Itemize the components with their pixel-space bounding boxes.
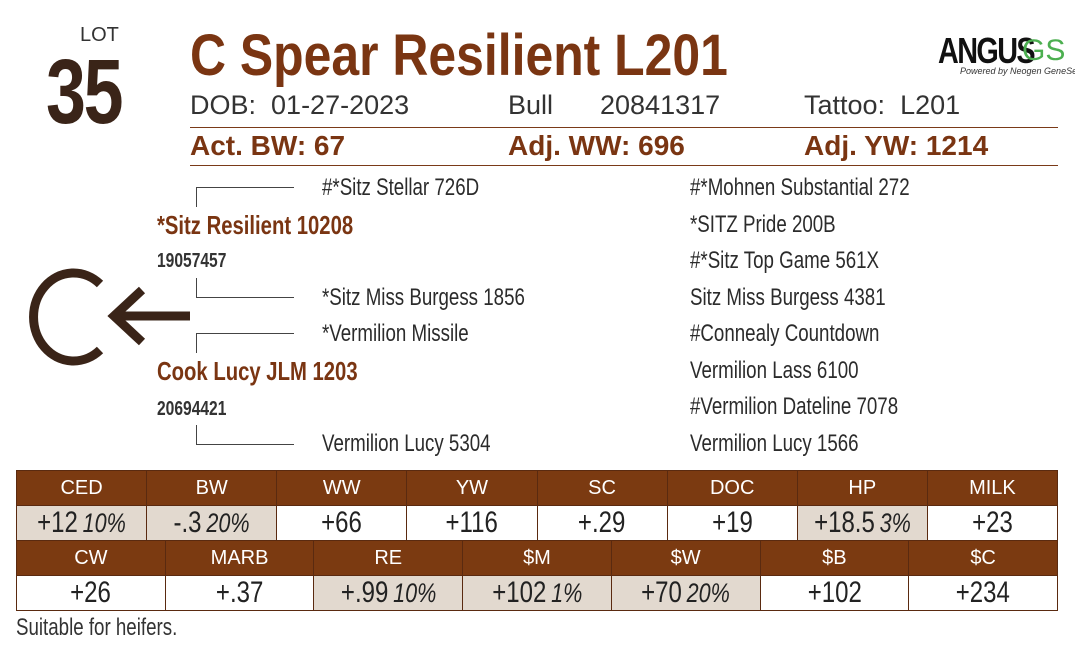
sex: Bull — [508, 90, 554, 120]
epd-label: $B — [759, 540, 910, 576]
epd-number: +66 — [321, 506, 363, 539]
epd-percentile: 20% — [686, 578, 731, 608]
epd-number: +.37 — [215, 576, 264, 609]
epd-percentile: 10% — [82, 508, 126, 538]
epd-number: +102 — [807, 576, 862, 609]
sire-dam: *Sitz Miss Burgess 1856 — [322, 284, 525, 311]
epd-number: +116 — [445, 506, 499, 539]
dam-dam: Vermilion Lucy 5304 — [322, 430, 491, 457]
epd-number: +18.5 — [813, 506, 875, 539]
great-grandparent: #Connealy Countdown — [690, 320, 880, 347]
epd-value: +19 — [666, 505, 798, 541]
epd-number: +234 — [956, 576, 1011, 609]
epd-label: YW — [406, 470, 538, 506]
epd-label: MILK — [926, 470, 1059, 506]
adjusted-yearling-weight: Adj. YW: 1214 — [804, 130, 989, 161]
great-grandparent: Vermilion Lucy 1566 — [690, 430, 859, 457]
great-grandparent: Vermilion Lass 6100 — [690, 357, 859, 384]
epd-value: +102 — [759, 575, 910, 611]
epd-label: DOC — [666, 470, 798, 506]
angus-gs-logo: ANGUS GS Powered by Neogen GeneSeek — [938, 30, 1075, 76]
epd-label: $C — [908, 540, 1058, 576]
tattoo: Tattoo: L201 — [804, 90, 961, 120]
epd-value: +116 — [406, 505, 538, 541]
great-grandparent: #*Sitz Top Game 561X — [690, 247, 880, 274]
actual-birth-weight: Act. BW: 67 — [190, 130, 346, 161]
dam-sire: *Vermilion Missile — [322, 320, 469, 347]
epd-label: BW — [146, 470, 278, 506]
epd-label: $W — [610, 540, 761, 576]
epd-percentile: 1% — [550, 578, 583, 608]
epd-label: RE — [313, 540, 464, 576]
brand-c-arrow-icon — [29, 268, 190, 366]
epd-table-row1: CED BW WW YW SC DOC HP MILK +12 10% -.3 20% +66 +116 +… — [15, 470, 1059, 541]
epd-value: -.3 20% — [146, 505, 278, 541]
dob: DOB: 01-27-2023 — [190, 90, 410, 120]
epd-value: +102 1% — [462, 575, 612, 611]
epd-label: CED — [15, 470, 148, 506]
epd-label: SC — [536, 470, 668, 506]
registration-number: 20841317 — [600, 90, 721, 120]
epd-value: +.29 — [536, 505, 668, 541]
epd-label: CW — [16, 540, 166, 576]
great-grandparent: *SITZ Pride 200B — [690, 211, 836, 238]
epd-value: +23 — [926, 505, 1059, 541]
dam-name: Cook Lucy JLM 1203 — [157, 356, 358, 386]
epd-label: $M — [462, 540, 612, 576]
animal-name: C Spear Resilient L201 — [190, 23, 728, 88]
epd-table-row2: CW MARB RE $M $W $B $C +26 +.37 +.99 10% +102 1% +70 2… — [16, 540, 1058, 611]
epd-number: +.99 — [340, 576, 388, 609]
divider — [190, 127, 1058, 128]
epd-number: +12 — [37, 506, 78, 539]
sire-reg: 19057457 — [157, 250, 227, 272]
epd-number: +23 — [972, 506, 1013, 539]
epd-number: +26 — [70, 576, 112, 609]
epd-percentile: 20% — [206, 508, 250, 538]
note: Suitable for heifers. — [16, 614, 178, 641]
epd-number: +.29 — [578, 506, 626, 539]
dam-reg: 20694421 — [157, 398, 227, 420]
epd-number: +70 — [641, 576, 682, 609]
epd-label: WW — [276, 470, 408, 506]
epd-number: -.3 — [173, 506, 202, 539]
epd-value: +70 20% — [610, 575, 761, 611]
epd-value: +.37 — [164, 575, 315, 611]
epd-value: +26 — [16, 575, 166, 611]
epd-value: +66 — [276, 505, 408, 541]
sire-sire: #*Sitz Stellar 726D — [322, 174, 480, 201]
epd-value: +12 10% — [15, 505, 148, 541]
epd-percentile: 10% — [392, 578, 436, 608]
epd-value: +234 — [908, 575, 1058, 611]
sire-name: *Sitz Resilient 10208 — [157, 210, 354, 240]
adjusted-weaning-weight: Adj. WW: 696 — [508, 130, 685, 161]
epd-value: +18.5 3% — [796, 505, 928, 541]
divider — [190, 165, 1058, 166]
great-grandparent: Sitz Miss Burgess 4381 — [690, 284, 886, 311]
great-grandparent: #*Mohnen Substantial 272 — [690, 174, 910, 201]
great-grandparent: #Vermilion Dateline 7078 — [690, 393, 899, 420]
epd-number: +102 — [491, 576, 546, 609]
epd-number: +19 — [711, 506, 753, 539]
lot-label: LOT — [80, 24, 119, 46]
epd-value: +.99 10% — [313, 575, 464, 611]
epd-percentile: 3% — [879, 508, 911, 538]
epd-label: MARB — [164, 540, 315, 576]
epd-label: HP — [796, 470, 928, 506]
lot-number: 35 — [46, 41, 123, 143]
